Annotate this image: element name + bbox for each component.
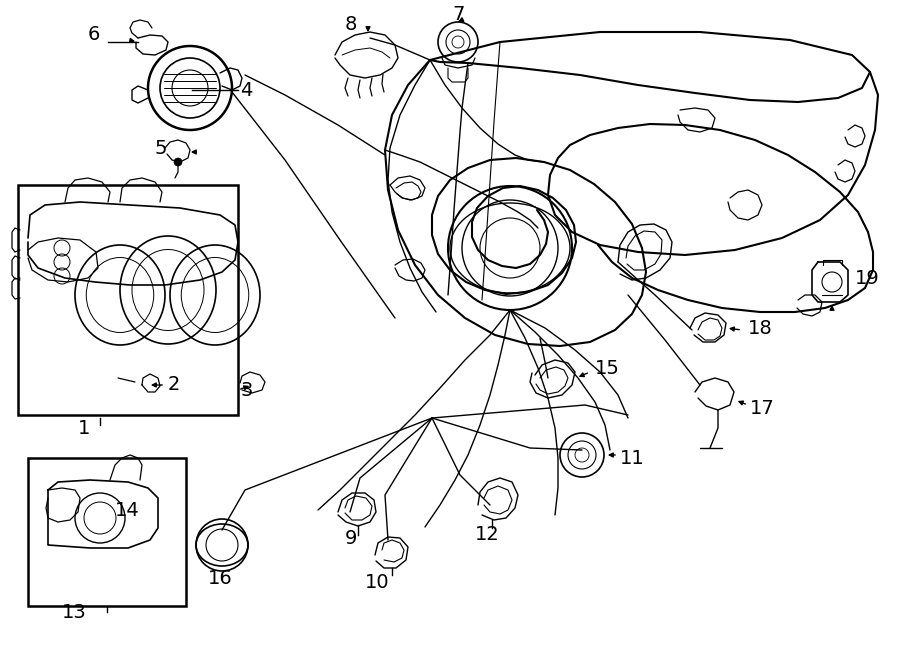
- Text: 1: 1: [78, 418, 90, 438]
- Text: 10: 10: [365, 572, 390, 592]
- Text: 19: 19: [855, 268, 880, 288]
- Circle shape: [174, 158, 182, 166]
- Text: 7: 7: [452, 5, 464, 24]
- Text: 9: 9: [345, 529, 357, 547]
- Bar: [18, 185, 238, 415]
- Text: 17: 17: [750, 399, 775, 418]
- Text: 8: 8: [345, 15, 357, 34]
- Text: 12: 12: [475, 525, 500, 545]
- Bar: [28, 458, 186, 606]
- Text: 18: 18: [748, 319, 773, 338]
- Text: 16: 16: [208, 568, 233, 588]
- Text: 3: 3: [240, 381, 252, 399]
- Text: 14: 14: [115, 500, 140, 520]
- Text: 11: 11: [620, 449, 644, 467]
- Text: 4: 4: [240, 81, 252, 100]
- Text: 6: 6: [88, 26, 101, 44]
- Text: 15: 15: [595, 358, 620, 377]
- Text: 5: 5: [155, 139, 167, 157]
- Text: 2: 2: [168, 375, 180, 395]
- Text: 13: 13: [62, 602, 86, 621]
